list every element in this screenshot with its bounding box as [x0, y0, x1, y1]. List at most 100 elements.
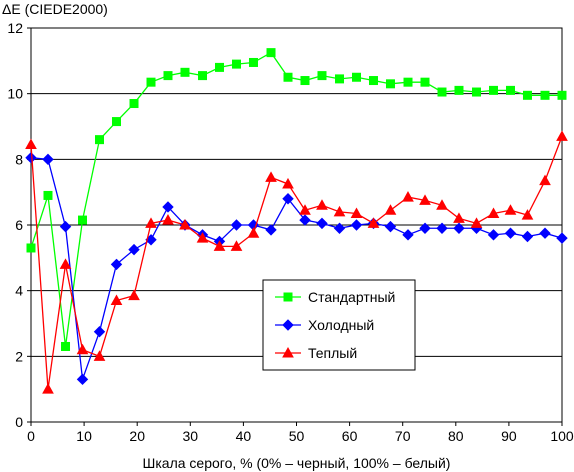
data-point-standard [129, 99, 139, 109]
data-point-cold [504, 227, 517, 239]
legend-marker-standard [283, 292, 293, 302]
data-point-cold [230, 219, 243, 231]
data-point-warm [419, 194, 431, 205]
data-point-standard [231, 59, 241, 69]
data-point-cold [436, 222, 448, 234]
data-point-standard [26, 243, 36, 253]
data-point-standard [437, 87, 447, 97]
data-point-standard [163, 71, 173, 81]
x-tick-label: 40 [236, 428, 252, 444]
data-point-warm [333, 205, 346, 217]
y-tick-label: 8 [15, 151, 23, 167]
data-point-standard [215, 62, 225, 72]
series-warm [25, 130, 568, 394]
data-point-warm [179, 218, 191, 230]
x-tick-label: 90 [501, 428, 517, 444]
data-point-warm [230, 240, 243, 251]
legend-label-warm: Теплый [308, 345, 357, 361]
data-point-standard [94, 135, 104, 145]
data-point-standard [505, 85, 515, 95]
data-point-standard [489, 85, 499, 95]
data-point-standard [61, 341, 71, 351]
legend-entry-warm: Теплый [275, 345, 357, 361]
data-point-cold [384, 220, 397, 233]
data-point-warm [504, 204, 517, 215]
data-point-standard [368, 76, 378, 86]
data-point-cold [539, 227, 551, 239]
legend: Стандартный Холодный Теплый [262, 279, 416, 371]
data-point-standard [78, 215, 88, 225]
y-tick-label: 6 [15, 217, 23, 233]
data-point-standard [317, 71, 327, 81]
x-tick-label: 0 [27, 428, 35, 444]
data-point-warm [76, 343, 89, 355]
x-tick-label: 70 [395, 428, 411, 444]
data-point-standard [300, 76, 310, 86]
y-tick-label: 10 [7, 86, 23, 102]
data-point-warm [282, 177, 294, 189]
x-tick-label: 60 [342, 428, 358, 444]
data-point-warm [213, 240, 226, 251]
x-tick-label: 30 [183, 428, 199, 444]
legend-entry-standard: Стандартный [275, 289, 395, 305]
series-cold [25, 151, 568, 386]
data-point-warm [299, 204, 311, 215]
data-point-cold [128, 243, 140, 256]
data-point-standard [248, 57, 258, 67]
data-point-standard [146, 77, 156, 87]
data-point-warm [265, 171, 277, 182]
grid-lines [31, 93, 562, 357]
data-point-cold [76, 373, 89, 386]
data-point-cold [402, 229, 414, 241]
x-tick-label: 20 [129, 428, 145, 444]
data-point-warm [162, 214, 174, 225]
series-standard [26, 48, 567, 351]
data-point-standard [522, 90, 532, 100]
data-point-standard [420, 77, 430, 87]
data-point-cold [59, 220, 72, 233]
data-point-warm [487, 207, 500, 219]
data-point-standard [385, 79, 395, 89]
legend-marker-warm [282, 346, 294, 358]
x-tick-label: 80 [448, 428, 464, 444]
x-axis-ticks: 0 10 20 30 40 50 60 70 80 90 100 [27, 422, 574, 444]
data-point-cold [299, 214, 311, 226]
x-tick-label: 50 [289, 428, 305, 444]
y-tick-label: 0 [15, 414, 23, 430]
data-point-warm [128, 289, 140, 301]
data-point-warm [436, 199, 448, 210]
data-point-warm [93, 350, 106, 361]
data-point-warm [42, 383, 54, 394]
data-point-warm [196, 232, 209, 243]
data-point-standard [454, 85, 464, 95]
y-axis-title: ΔE (CIEDE2000) [2, 1, 108, 17]
data-point-warm [453, 212, 465, 223]
data-point-cold [162, 201, 174, 213]
data-point-warm [145, 217, 157, 228]
data-point-warm [350, 207, 363, 219]
data-point-standard [403, 77, 413, 87]
data-point-cold [333, 222, 346, 234]
series-line-warm [30, 136, 563, 390]
data-point-warm [521, 209, 534, 220]
data-point-cold [282, 193, 294, 205]
data-point-cold [42, 153, 54, 166]
data-point-standard [283, 72, 293, 82]
data-point-standard [557, 90, 567, 100]
data-point-warm [247, 227, 260, 238]
data-point-standard [335, 74, 345, 84]
data-point-cold [316, 217, 328, 230]
data-point-standard [266, 48, 276, 58]
data-point-standard [111, 117, 121, 127]
data-point-standard [472, 87, 482, 97]
y-tick-label: 2 [15, 348, 23, 364]
legend-entry-cold: Холодный [275, 317, 374, 333]
y-tick-label: 12 [7, 20, 23, 36]
data-point-cold [453, 222, 465, 234]
data-point-standard [43, 190, 53, 200]
data-point-warm [25, 138, 37, 150]
data-point-standard [198, 71, 208, 81]
series-layer [25, 48, 568, 394]
data-point-warm [59, 258, 72, 269]
data-point-cold [265, 224, 277, 236]
